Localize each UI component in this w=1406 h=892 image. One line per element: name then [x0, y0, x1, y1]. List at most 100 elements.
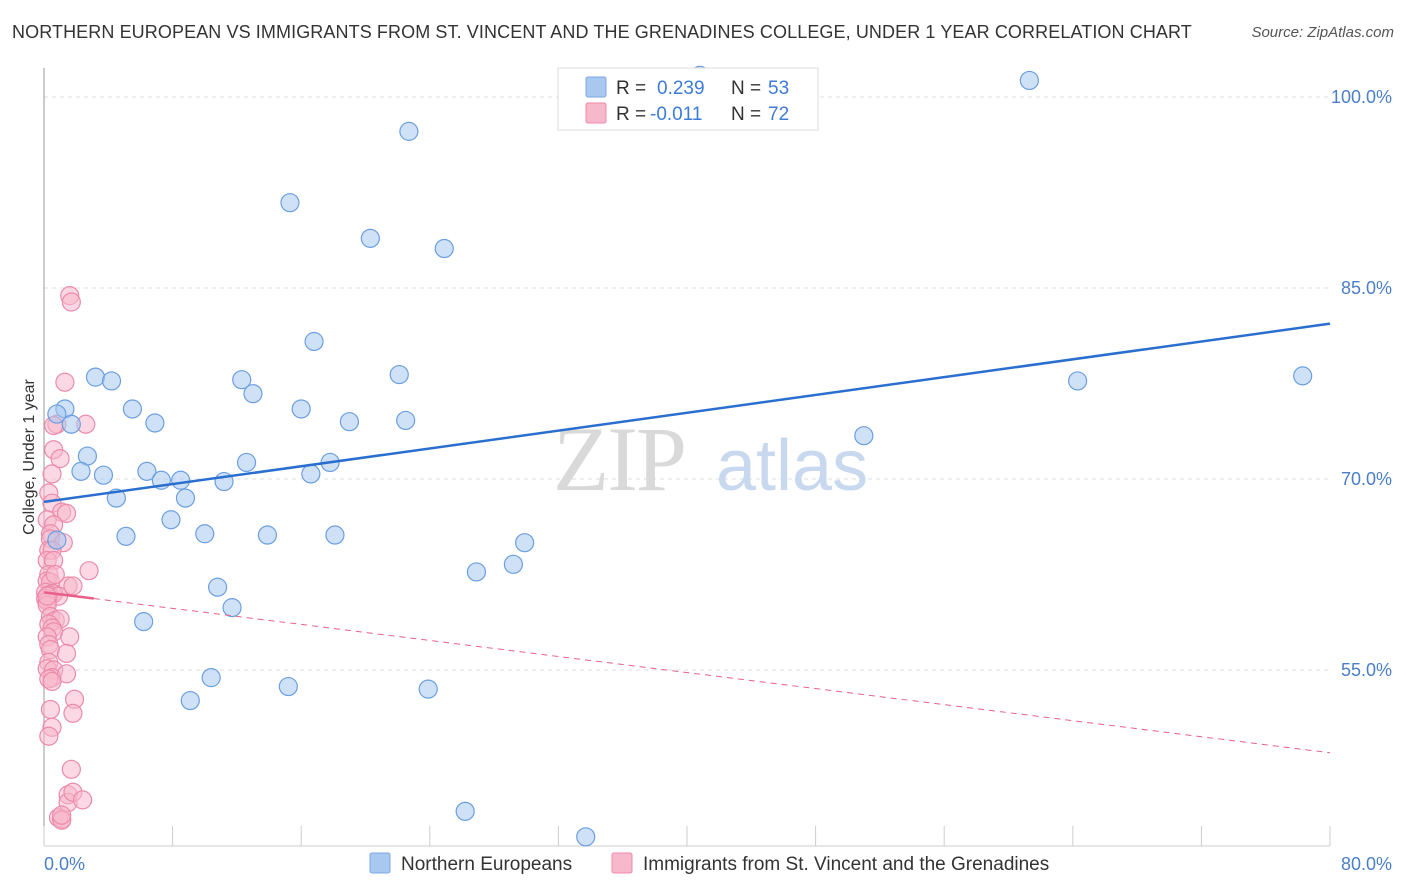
- data-point-st-vincent: [50, 449, 70, 469]
- data-point-st-vincent: [45, 564, 65, 585]
- data-point-st-vincent: [56, 643, 77, 664]
- data-point-northern-european: [418, 679, 438, 699]
- data-point-northern-european: [396, 410, 416, 431]
- y-tick-label: 55.0%: [1341, 660, 1392, 680]
- data-point-northern-european: [304, 331, 324, 352]
- trendline-northern-europeans: [43, 322, 1331, 504]
- data-point-st-vincent: [61, 759, 81, 779]
- data-point-northern-european: [175, 488, 196, 508]
- legend-box: R = 0.239 N = 53 R = -0.011 N = 72: [557, 67, 819, 131]
- data-point-northern-european: [280, 193, 300, 213]
- data-point-northern-european: [455, 801, 475, 821]
- data-point-st-vincent: [42, 464, 62, 484]
- legend-r-value-blue: 0.239: [657, 78, 705, 99]
- y-tick-label: 85.0%: [1341, 278, 1392, 298]
- data-point-st-vincent: [56, 503, 77, 523]
- data-point-st-vincent: [60, 627, 80, 647]
- data-point-northern-european: [161, 510, 181, 530]
- data-point-st-vincent: [42, 671, 62, 692]
- data-point-northern-european: [236, 452, 257, 473]
- legend-n-value-blue: 53: [768, 78, 789, 99]
- trendline-st-vincent-dashed: [93, 598, 1331, 754]
- data-point-northern-european: [243, 384, 263, 404]
- legend-n-value-pink: 72: [768, 104, 789, 125]
- legend-n-label-blue: N =: [731, 78, 761, 99]
- chart-source: Source: ZipAtlas.com: [1251, 24, 1394, 41]
- data-point-northern-european: [1019, 70, 1039, 91]
- data-point-northern-european: [61, 414, 81, 434]
- y-tick-label: 100.0%: [1331, 87, 1392, 107]
- data-point-northern-european: [515, 533, 535, 553]
- data-point-northern-european: [222, 598, 242, 618]
- y-tick-label: 70.0%: [1341, 469, 1392, 489]
- trendline-st-vincent-solid: [43, 591, 94, 600]
- data-point-northern-european: [101, 371, 122, 391]
- x-tick-label: 0.0%: [44, 854, 85, 874]
- y-axis-label: College, Under 1 year: [21, 379, 38, 535]
- legend-r-label-blue: R =: [616, 78, 646, 99]
- data-point-northern-european: [208, 577, 228, 597]
- data-point-st-vincent: [39, 726, 59, 746]
- bottom-legend-label-pink: Immigrants from St. Vincent and the Gren…: [643, 854, 1049, 875]
- data-point-st-vincent: [72, 790, 93, 810]
- data-point-northern-european: [134, 612, 154, 632]
- data-point-northern-european: [122, 399, 143, 419]
- bottom-legend-swatch-blue: [369, 852, 391, 874]
- data-point-northern-european: [503, 554, 523, 574]
- data-point-northern-european: [1293, 366, 1313, 386]
- data-point-northern-european: [339, 412, 360, 432]
- legend-r-label-pink: R =: [616, 104, 646, 125]
- bottom-legend-label-blue: Northern Europeans: [401, 854, 572, 875]
- data-point-northern-european: [1068, 371, 1088, 391]
- data-point-northern-european: [47, 404, 67, 424]
- data-point-northern-european: [434, 238, 454, 259]
- watermark-atlas: atlas: [716, 426, 868, 506]
- y-tick-labels: 100.0% 85.0% 70.0% 55.0%: [1331, 87, 1392, 680]
- data-point-northern-european: [278, 676, 298, 697]
- data-point-northern-european: [301, 464, 321, 484]
- legend-swatch-blue: [585, 76, 607, 98]
- data-point-northern-european: [93, 465, 114, 485]
- data-point-northern-european: [360, 228, 380, 248]
- data-point-northern-european: [116, 526, 136, 546]
- data-point-northern-european: [291, 399, 311, 419]
- data-point-northern-european: [466, 562, 487, 582]
- axes: [43, 68, 1330, 847]
- data-point-northern-european: [137, 461, 157, 481]
- data-point-st-vincent: [61, 292, 81, 312]
- x-tick-labels: 0.0% 80.0%: [44, 854, 1392, 874]
- data-point-northern-european: [399, 121, 419, 141]
- data-point-northern-european: [854, 426, 874, 446]
- trendlines: [43, 322, 1331, 754]
- data-point-northern-european: [71, 461, 91, 481]
- data-point-st-vincent: [40, 699, 61, 720]
- data-point-northern-european: [257, 525, 278, 545]
- data-point-st-vincent: [79, 561, 99, 581]
- data-point-northern-european: [325, 525, 345, 545]
- data-point-northern-european: [85, 367, 106, 387]
- watermark-zip: ZIP: [553, 408, 685, 510]
- data-point-northern-european: [232, 370, 252, 390]
- data-point-st-vincent: [63, 703, 83, 723]
- watermark: ZIP atlas: [553, 408, 868, 510]
- bottom-legend-swatch-pink: [611, 852, 633, 874]
- data-point-st-vincent: [37, 586, 57, 606]
- data-point-northern-european: [576, 827, 596, 847]
- x-minor-ticks: [43, 826, 1331, 846]
- data-point-st-vincent: [52, 805, 72, 825]
- legend-r-value-pink: -0.011: [650, 104, 702, 125]
- data-point-st-vincent: [55, 372, 75, 392]
- data-point-northern-european: [145, 413, 165, 433]
- chart-title: NORTHERN EUROPEAN VS IMMIGRANTS FROM ST.…: [12, 22, 1192, 42]
- legend-swatch-pink: [585, 102, 607, 124]
- data-point-northern-european: [201, 668, 221, 688]
- x-tick-label: 80.0%: [1341, 854, 1392, 874]
- data-point-northern-european: [171, 470, 191, 490]
- legend-n-label-pink: N =: [731, 104, 761, 125]
- data-point-northern-european: [47, 530, 67, 550]
- data-point-northern-european: [180, 690, 200, 711]
- data-point-northern-european: [195, 524, 215, 544]
- data-point-northern-european: [389, 364, 409, 385]
- series-immigrants-st-vincent: [36, 286, 99, 830]
